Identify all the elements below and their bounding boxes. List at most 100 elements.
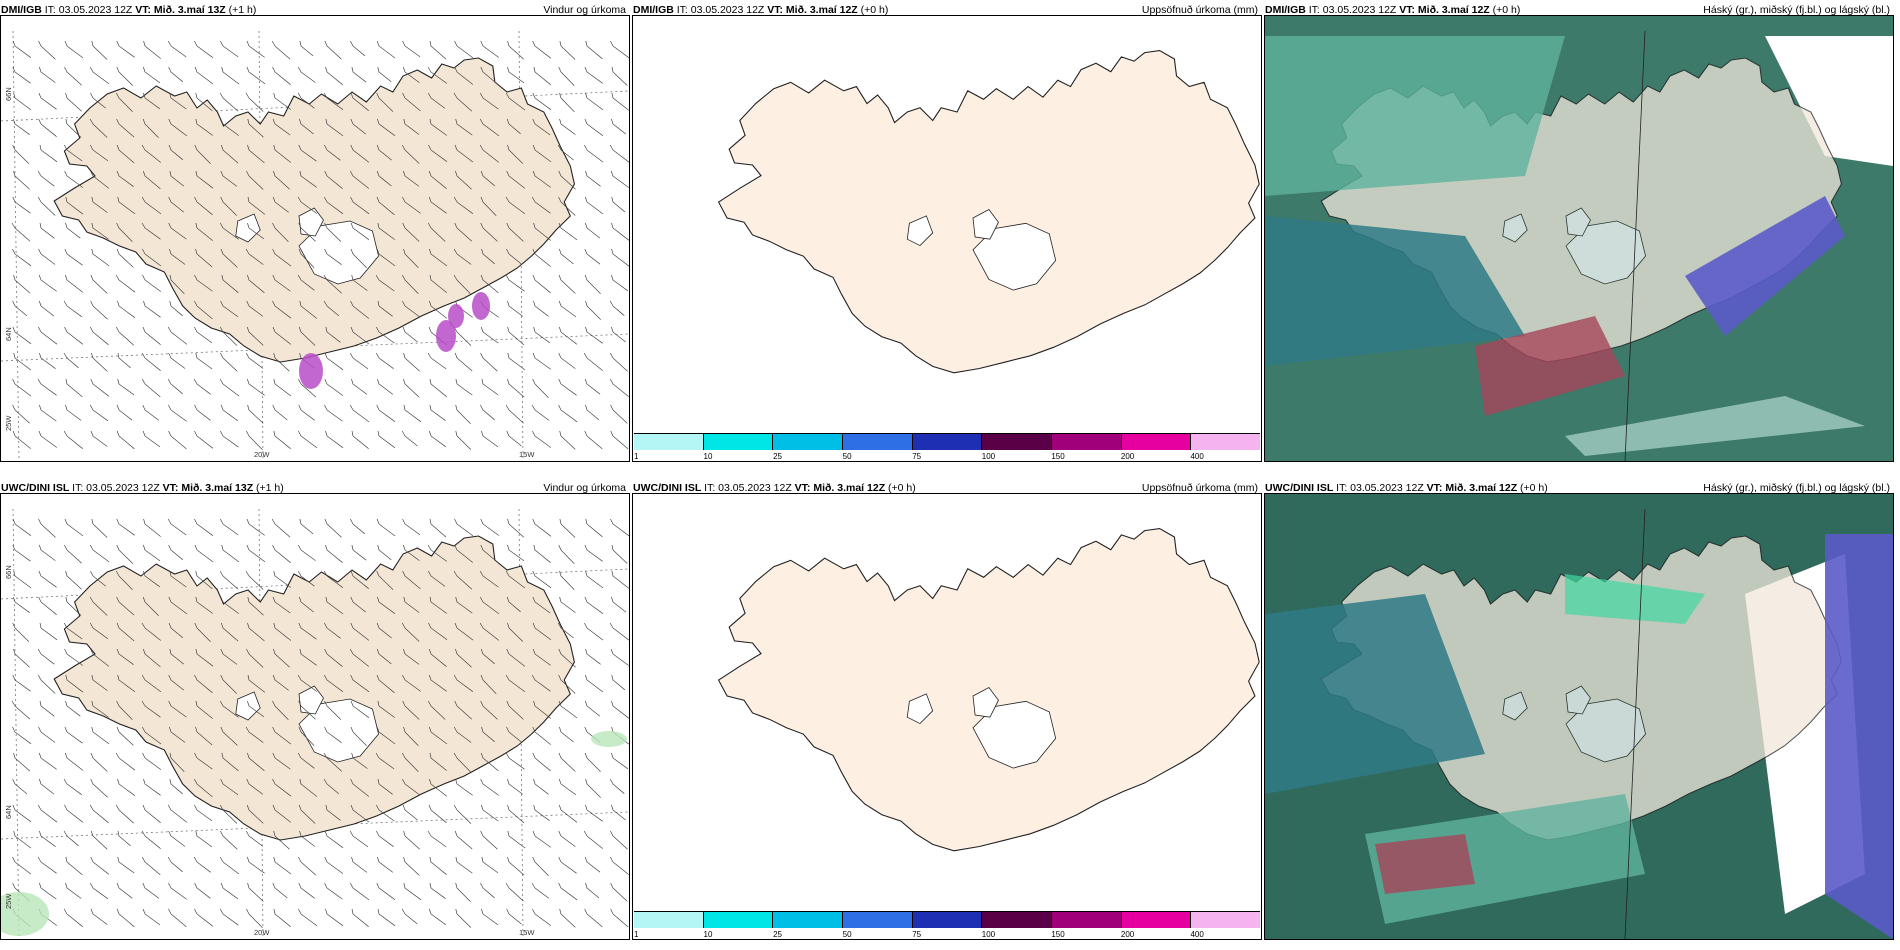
panel-title: Uppsöfnuð úrkoma (mm) — [1141, 4, 1258, 16]
wind-barb — [377, 908, 396, 927]
model-name: UWC/DINI ISL — [633, 482, 702, 494]
precip-cell — [448, 304, 464, 328]
colorbar-tick-label: 10 — [703, 452, 713, 461]
wind-barb — [246, 326, 264, 346]
wind-barb — [402, 92, 421, 112]
wind-barb — [219, 518, 239, 536]
wind-barb — [194, 274, 213, 292]
wind-barb — [401, 622, 420, 642]
wind-barb — [454, 622, 474, 641]
wind-barb — [89, 118, 108, 138]
wind-barb — [168, 908, 187, 928]
wind-barb — [376, 648, 392, 665]
wind-barb — [507, 326, 525, 346]
wind-barb — [194, 544, 214, 563]
wind-barb — [402, 544, 420, 561]
wind-barb — [479, 596, 500, 615]
init-time: IT: 03.05.2023 12Z — [676, 4, 765, 16]
wind-barb — [480, 674, 497, 695]
wind-barb — [219, 40, 239, 58]
wind-barb — [611, 274, 629, 292]
wind-barb — [272, 674, 289, 691]
wind-barb — [377, 222, 396, 240]
wind-barb — [39, 830, 56, 847]
wind-barb — [194, 622, 211, 642]
wind-barb — [531, 196, 551, 214]
wind-barb — [63, 830, 79, 847]
wind-barb — [324, 248, 342, 265]
wind-barb — [194, 430, 214, 449]
wind-barb — [167, 856, 183, 873]
cloud-layer — [1265, 216, 1525, 366]
init-time: IT: 03.05.2023 12Z — [1336, 482, 1424, 494]
wind-barb — [64, 648, 84, 666]
wind-barb — [245, 726, 264, 743]
wind-barb — [402, 752, 419, 772]
wind-barb — [13, 274, 31, 294]
wind-barb — [297, 274, 315, 291]
wind-barb — [298, 726, 315, 747]
panel-title: Háský (gr.), miðský (fj.bl.) og lágský (… — [1703, 482, 1890, 494]
wind-barb — [195, 830, 213, 848]
wind-barb — [350, 326, 370, 345]
wind-barb — [142, 648, 161, 668]
wind-barb — [38, 544, 56, 561]
precip-cell — [299, 353, 323, 389]
wind-barb — [609, 622, 629, 641]
wind-barb — [455, 596, 473, 614]
wind-barb — [611, 222, 629, 241]
panel-header: UWC/DINI ISL IT: 03.05.2023 12Z VT: Mið.… — [632, 478, 1262, 498]
wind-barb — [116, 726, 134, 746]
wind-barb — [350, 144, 370, 163]
colorbar-swatch — [982, 434, 1053, 450]
lat-label-66n: 66N — [4, 87, 13, 101]
wind-barb — [193, 378, 211, 395]
wind-barb — [350, 300, 370, 319]
wind-barb — [533, 700, 552, 719]
wind-barb — [609, 300, 625, 316]
wind-barb — [481, 856, 499, 874]
wind-barb — [403, 830, 420, 850]
wind-barb — [65, 378, 83, 398]
wind-barb — [117, 378, 135, 396]
wind-barb — [507, 544, 525, 562]
wind-barb — [195, 726, 213, 746]
colorbar-tick-label: 50 — [842, 452, 852, 461]
wind-barb — [507, 378, 525, 398]
wind-barb — [428, 804, 447, 824]
wind-barb — [480, 882, 495, 899]
wind-barb — [116, 144, 135, 164]
wind-barb — [89, 622, 109, 640]
wind-barb — [167, 518, 187, 536]
wind-barb — [194, 404, 211, 421]
wind-barb — [12, 326, 32, 345]
wind-barb — [532, 430, 552, 448]
wind-barb — [429, 726, 448, 745]
wind-barb — [611, 66, 628, 86]
lat-label-64n: 64N — [4, 805, 13, 819]
wind-barb — [559, 596, 576, 613]
wind-barb — [65, 700, 81, 717]
wind-barb — [64, 518, 84, 537]
wind-barb — [246, 778, 264, 795]
wind-barb — [350, 222, 370, 240]
wind-barb — [611, 700, 629, 719]
wind-barb — [89, 404, 109, 422]
wind-barb — [141, 856, 161, 876]
wind-barb — [168, 404, 187, 422]
wind-barb — [273, 648, 290, 668]
wind-barb — [559, 248, 574, 265]
wind-barb — [480, 352, 498, 372]
wind-barb — [610, 404, 628, 424]
wind-barb — [142, 170, 161, 190]
wind-barb — [428, 648, 447, 667]
wind-barb — [195, 570, 213, 590]
wind-barb — [12, 404, 30, 424]
wind-barb — [376, 404, 396, 422]
wind-barb — [247, 118, 264, 138]
wind-barb — [455, 882, 471, 902]
colorbar-tick-label: 150 — [1051, 452, 1065, 461]
wind-barb — [532, 908, 552, 926]
wind-barb — [429, 118, 448, 136]
wind-barb — [453, 326, 472, 346]
